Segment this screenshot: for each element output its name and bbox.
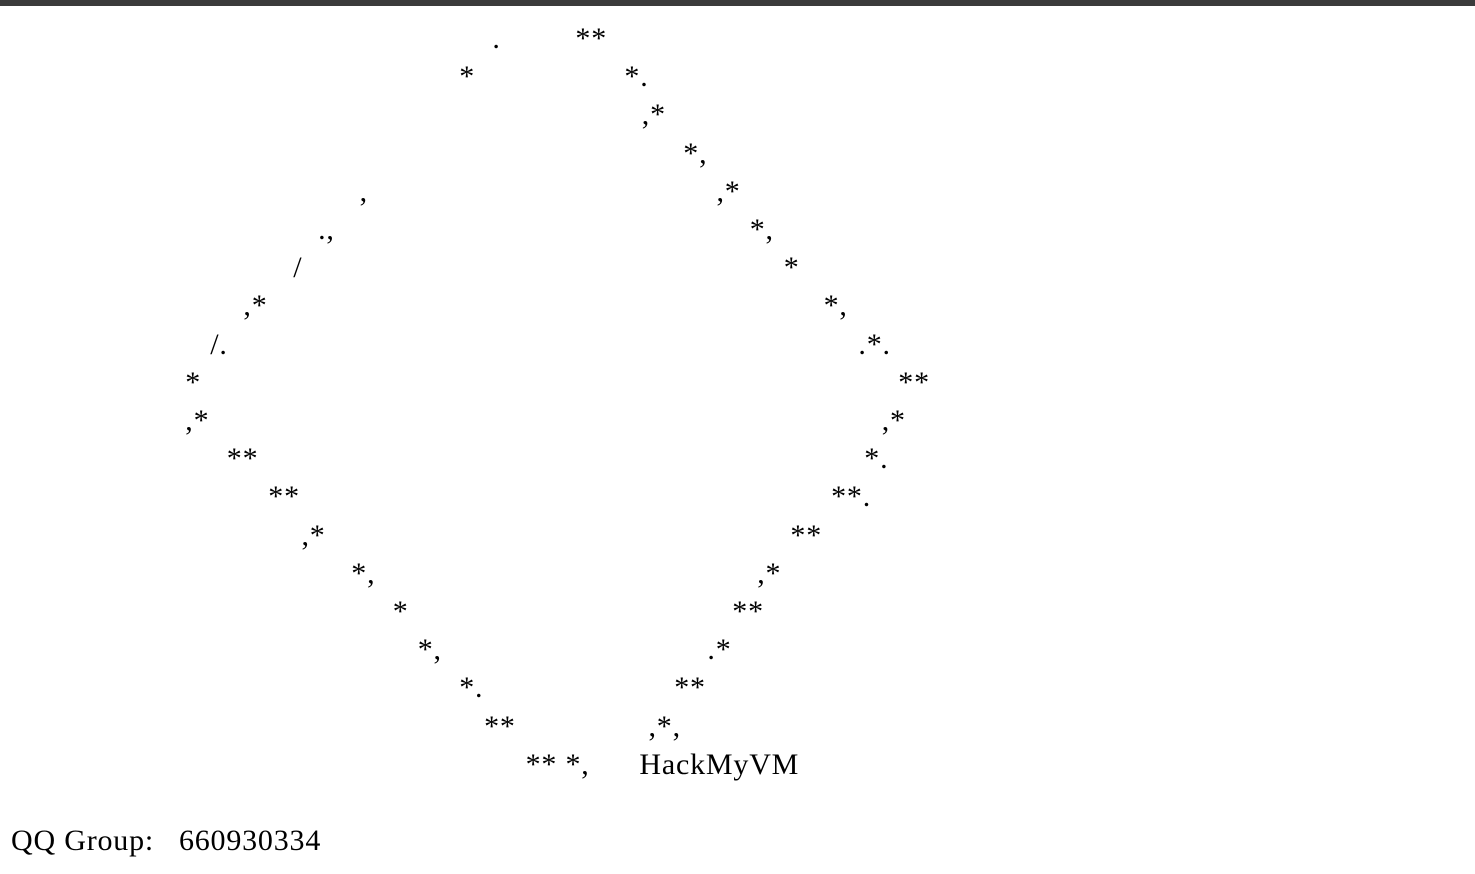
qq-group-label: QQ Group: bbox=[11, 824, 154, 857]
ascii-line: , ,* bbox=[11, 175, 741, 208]
ascii-line: *, .* bbox=[11, 633, 732, 666]
ascii-line: * ** bbox=[11, 595, 764, 628]
brand-name: HackMyVM bbox=[639, 748, 799, 781]
ascii-line: ** *, bbox=[11, 748, 590, 781]
ascii-line: * ** bbox=[11, 366, 930, 399]
ascii-line: ** **. bbox=[11, 480, 871, 513]
ascii-line: *, bbox=[11, 137, 707, 170]
ascii-line: ,* ,* bbox=[11, 404, 906, 437]
terminal-page: . ** * *. ,* bbox=[0, 6, 1475, 874]
ascii-art-block: . ** * *. ,* bbox=[11, 20, 930, 860]
ascii-line: *, ,* bbox=[11, 557, 781, 590]
qq-group-number: 660930334 bbox=[179, 824, 321, 857]
ascii-line: . ** bbox=[11, 22, 607, 55]
ascii-line: / * bbox=[11, 251, 800, 284]
ascii-line: ,* *, bbox=[11, 289, 848, 322]
ascii-line: ** ,*, bbox=[11, 710, 681, 743]
ascii-line: * *. bbox=[11, 60, 649, 93]
ascii-line: *. ** bbox=[11, 671, 706, 704]
ascii-line: /. .*. bbox=[11, 328, 891, 361]
ascii-line: ., *, bbox=[11, 213, 774, 246]
ascii-line: ** *. bbox=[11, 442, 888, 475]
ascii-line: ,* bbox=[11, 98, 666, 131]
ascii-line: ,* ** bbox=[11, 519, 822, 552]
